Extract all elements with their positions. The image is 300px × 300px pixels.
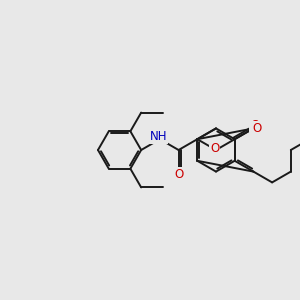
Text: O: O (250, 119, 260, 132)
Text: O: O (252, 122, 262, 135)
Text: O: O (174, 168, 183, 181)
Text: O: O (210, 142, 219, 155)
Text: NH: NH (150, 130, 167, 143)
